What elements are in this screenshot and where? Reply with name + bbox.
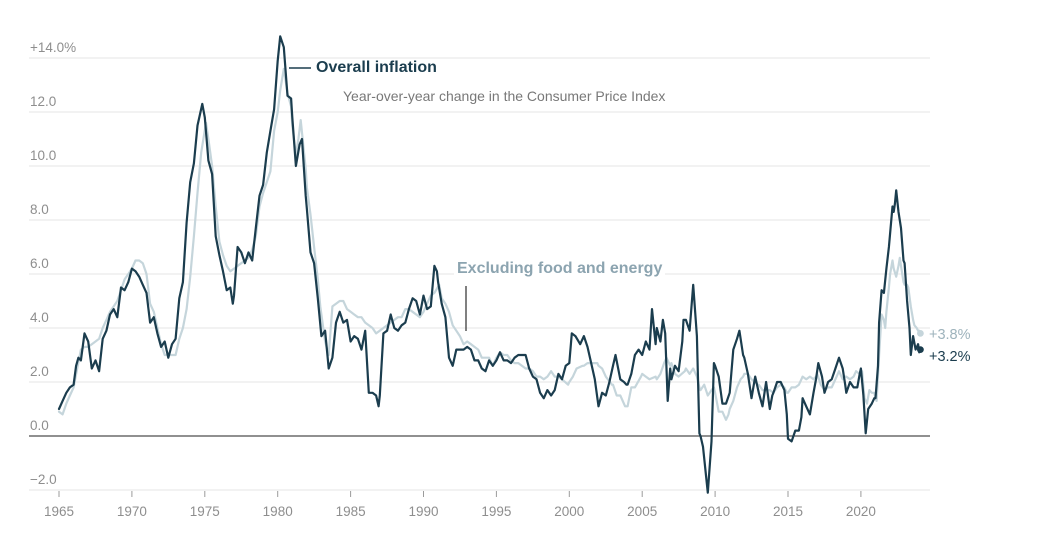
core-line-end-dot — [917, 330, 924, 337]
x-axis-tick-label: 2015 — [773, 504, 803, 519]
core-inflation-line — [57, 67, 922, 421]
overall-end-value-label: +3.2% — [929, 349, 971, 365]
series-lines — [57, 35, 924, 494]
y-axis-tick-label: 2.0 — [30, 364, 49, 379]
y-axis-tick-label: 0.0 — [30, 418, 49, 433]
chart-subtitle: Year-over-year change in the Consumer Pr… — [343, 88, 666, 104]
core-end-value-label: +3.8% — [929, 327, 971, 343]
y-axis-tick-label: 12.0 — [30, 94, 56, 109]
core-series-label: Excluding food and energy — [454, 260, 666, 278]
x-axis-tick-label: 1970 — [117, 504, 147, 519]
x-axis-tick-label: 1985 — [336, 504, 366, 519]
y-axis-tick-label: 6.0 — [30, 256, 49, 271]
overall-inflation-line — [57, 35, 922, 494]
x-axis-tick-label: 1995 — [481, 504, 511, 519]
x-axis-tick-label: 1975 — [190, 504, 220, 519]
y-axis-tick-label: 8.0 — [30, 202, 49, 217]
x-axis-tick-label: 2005 — [627, 504, 657, 519]
overall-series-label: Overall inflation — [316, 59, 437, 76]
x-axis-tick-label: 2010 — [700, 504, 730, 519]
overall-line-end-dot — [917, 346, 924, 353]
x-axis-tick-label: 1990 — [408, 504, 438, 519]
x-axis-tick-label: 1965 — [44, 504, 74, 519]
y-axis-tick-label: +14.0% — [30, 40, 76, 55]
y-axis-tick-label: −2.0 — [30, 472, 57, 487]
x-axis-tick-label: 1980 — [263, 504, 293, 519]
x-axis: 1965 1970 1975 1980 1985 1990 1995 2000 2005 2010… — [44, 491, 876, 519]
y-axis-tick-label: 10.0 — [30, 148, 56, 163]
y-axis-tick-label: 4.0 — [30, 310, 49, 325]
annotation-connectors — [289, 67, 467, 331]
x-axis-tick-label: 2000 — [554, 504, 584, 519]
x-axis-tick-label: 2020 — [846, 504, 876, 519]
